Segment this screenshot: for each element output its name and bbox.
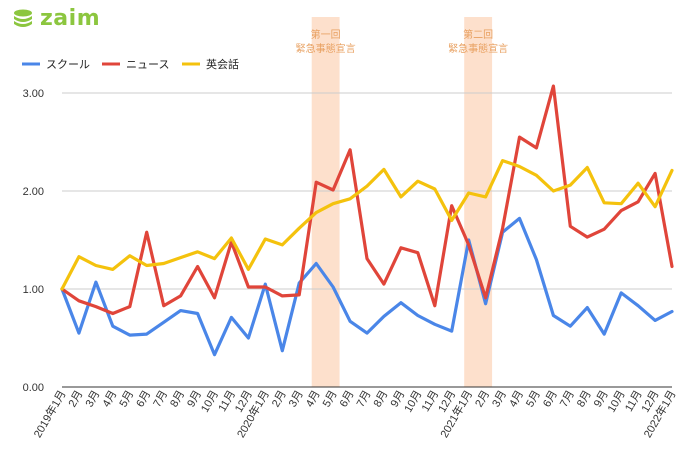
x-tick-label: 5月 <box>321 389 340 410</box>
x-tick-label: 2019年1月 <box>30 388 68 441</box>
x-tick-label: 8月 <box>575 389 594 410</box>
logo-wordmark: zaim <box>40 6 101 31</box>
annotation-title-1: 第一回 <box>311 28 341 41</box>
coin-stack-icon <box>14 9 32 27</box>
annotation-subtitle-1: 緊急事態宣言 <box>296 42 356 55</box>
x-tick-label: 3月 <box>84 389 103 410</box>
x-tick-label: 10月 <box>606 389 628 415</box>
x-tick-label: 6月 <box>338 389 357 410</box>
x-tick-label: 4月 <box>304 389 323 410</box>
grid-lines <box>62 92 672 388</box>
annotation-subtitle-2: 緊急事態宣言 <box>448 42 508 55</box>
y-tick-label: 2.00 <box>23 186 44 198</box>
x-tick-label: 10月 <box>199 389 221 415</box>
x-tick-label: 5月 <box>117 389 136 410</box>
legend-label-3: 英会話 <box>206 57 239 71</box>
zaim-logo: zaim <box>12 8 100 30</box>
x-tick-label: 8月 <box>372 389 391 410</box>
x-tick-label: 2月 <box>473 389 492 410</box>
annotation-band-2 <box>464 17 493 387</box>
legend-label-2: ニュース <box>126 58 169 71</box>
x-tick-label: 10月 <box>402 389 424 415</box>
y-axis-ticks: 0.00 1.00 2.00 3.00 <box>23 88 44 394</box>
x-tick-label: 5月 <box>524 389 543 410</box>
x-tick-label: 6月 <box>541 389 560 410</box>
series-line-3 <box>60 159 674 291</box>
annotation-title-2: 第二回 <box>463 28 493 41</box>
y-tick-label: 0.00 <box>23 382 44 394</box>
x-tick-label: 4月 <box>507 389 526 410</box>
x-tick-label: 7月 <box>355 389 374 410</box>
series-line-2 <box>60 84 674 316</box>
legend-label-1: スクール <box>46 58 90 71</box>
series-line-1 <box>60 216 674 357</box>
y-tick-label: 3.00 <box>23 88 44 100</box>
x-tick-label: 3月 <box>287 389 306 410</box>
x-tick-label: 7月 <box>558 389 577 410</box>
x-axis-ticks: 2019年1月2月3月4月5月6月7月8月9月10月11月12月2020年1月2… <box>30 387 678 440</box>
legend: スクール ニュース 英会話 <box>22 57 239 71</box>
x-tick-label: 4月 <box>100 389 119 410</box>
x-tick-label: 3月 <box>490 389 509 410</box>
y-tick-label: 1.00 <box>23 284 44 296</box>
annotation-bands <box>311 17 493 387</box>
x-tick-label: 8月 <box>168 389 187 410</box>
series-lines <box>60 84 674 357</box>
x-tick-label: 2月 <box>67 389 86 410</box>
x-tick-label: 6月 <box>134 389 153 410</box>
x-tick-label: 7月 <box>151 389 170 410</box>
x-tick-label: 2月 <box>270 389 289 410</box>
